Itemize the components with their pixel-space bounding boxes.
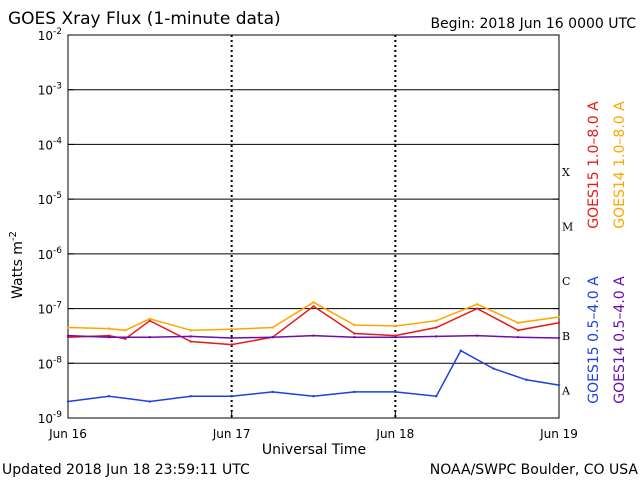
series-point [312, 395, 315, 398]
series-point [107, 335, 111, 339]
series-point [435, 395, 438, 398]
series-point [516, 329, 520, 332]
series-line [67, 305, 560, 346]
series-point [230, 327, 233, 331]
begin-label: Begin: 2018 Jun 16 0000 UTC [430, 16, 636, 32]
y-tick-label: 10-4 [38, 136, 63, 152]
series-point [124, 337, 127, 341]
y-tick-label: 10-5 [38, 191, 62, 207]
series-point [271, 390, 274, 394]
x-axis-label: Universal Time [262, 442, 366, 458]
series-point [435, 319, 438, 322]
series-line [67, 349, 560, 403]
series-point [189, 395, 192, 398]
series-point [107, 327, 111, 330]
series-point [353, 335, 356, 339]
series-point [107, 395, 111, 398]
series-point [394, 390, 397, 394]
series-point [557, 315, 561, 319]
y-tick-label: 10-8 [38, 355, 63, 371]
series-point [557, 336, 561, 340]
series-point [148, 400, 152, 403]
series-point [353, 332, 356, 335]
chart-title: GOES Xray Flux (1-minute data) [8, 9, 281, 29]
y-axis-label: Watts m-2 [8, 231, 26, 299]
series-point [492, 367, 495, 370]
x-tick-label: Jun 18 [375, 427, 414, 441]
series-point [394, 335, 397, 339]
series-point [353, 323, 356, 327]
series-point [124, 329, 127, 332]
series-point [148, 335, 152, 339]
flare-class-label: X [562, 166, 570, 179]
flare-class-label: M [562, 221, 573, 234]
series-point [435, 335, 438, 338]
series-point [148, 319, 152, 322]
series-line [67, 301, 560, 332]
series-point [148, 317, 152, 321]
series-point [394, 324, 397, 328]
series-point [525, 378, 528, 381]
plot-frame [67, 34, 560, 419]
series-point [353, 390, 356, 394]
y-tick-label: 10-2 [38, 27, 62, 43]
legend-entry: GOES14 0.5–4.0 A [612, 276, 628, 404]
series-point [475, 307, 479, 310]
series-point [66, 334, 70, 337]
series-point [459, 349, 462, 352]
series-point [312, 301, 315, 304]
series-point [271, 326, 274, 329]
x-tick-label: Jun 16 [48, 427, 87, 441]
y-tick-label: 10-9 [38, 410, 63, 426]
x-tick-label: Jun 19 [539, 427, 578, 441]
series-point [230, 336, 233, 340]
series-point [189, 329, 192, 332]
source-label: NOAA/SWPC Boulder, CO USA [430, 462, 639, 478]
series-point [271, 335, 274, 339]
series-point [312, 334, 315, 337]
series-point [230, 343, 233, 346]
series-point [189, 340, 192, 343]
series-point [475, 303, 479, 306]
series-point [516, 335, 520, 339]
series-point [66, 326, 70, 329]
series-point [312, 305, 315, 308]
y-tick-label: 10-3 [38, 82, 62, 98]
x-tick-label: Jun 17 [212, 427, 251, 441]
series-point [557, 321, 561, 324]
flare-class-label: A [561, 385, 571, 398]
series-point [557, 383, 561, 387]
flare-class-label: C [562, 275, 570, 288]
updated-label: Updated 2018 Jun 18 23:59:11 UTC [2, 462, 250, 478]
legend-entry: GOES15 1.0–8.0 A [586, 101, 602, 229]
series-point [189, 335, 192, 338]
series-point [66, 400, 70, 403]
series-point [435, 326, 438, 329]
series-point [230, 395, 233, 398]
series-point [475, 334, 479, 337]
series-point [516, 321, 520, 324]
y-tick-label: 10-7 [38, 301, 62, 317]
legend-entry: GOES15 0.5–4.0 A [586, 276, 602, 404]
y-tick-label: 10-6 [38, 246, 63, 262]
legend-entry: GOES14 1.0–8.0 A [612, 101, 628, 229]
flare-class-label: B [562, 330, 570, 343]
